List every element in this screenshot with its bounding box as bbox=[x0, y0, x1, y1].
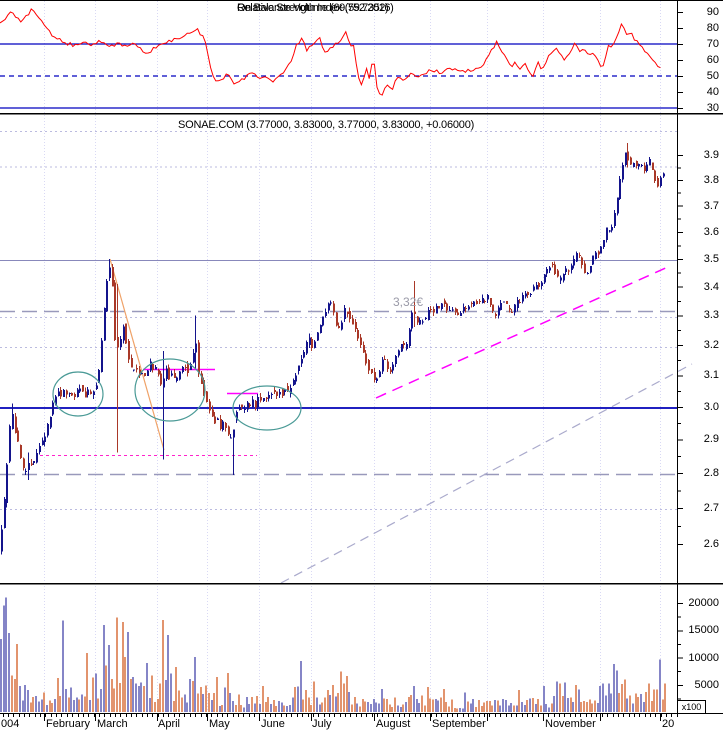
volume-axis-label: 20000 bbox=[688, 597, 719, 609]
rsi-panel-title: Relative Strength Index (59.7352) bbox=[237, 2, 389, 14]
price-axis-label: 3.5 bbox=[703, 252, 719, 265]
price-panel-title: SONAE.COM (3.77000, 3.83000, 3.77000, 3.… bbox=[176, 119, 477, 131]
x-axis-month-label: March bbox=[97, 718, 128, 730]
price-axis-label: 3.3 bbox=[703, 309, 719, 322]
price-axis-label: 2.8 bbox=[703, 467, 719, 480]
volume-bars[interactable] bbox=[0, 597, 666, 712]
price-axis-label: 2.9 bbox=[703, 433, 719, 446]
axis-ticks bbox=[3, 12, 683, 721]
x-axis-month-label: August bbox=[376, 718, 411, 730]
x-axis-month-label: June bbox=[261, 718, 285, 730]
price-target-annotation: 3,32€ bbox=[393, 295, 424, 309]
x-axis-month-label: July bbox=[312, 718, 332, 730]
x-axis-month-label: September bbox=[432, 718, 486, 730]
volume-axis-label: 10000 bbox=[688, 651, 719, 664]
trading-range-ellipse[interactable] bbox=[232, 385, 302, 431]
price-axis-label: 3.1 bbox=[703, 369, 719, 382]
price-axis-label: 2.6 bbox=[703, 538, 719, 551]
price-axis-label: 3.8 bbox=[703, 173, 719, 186]
price-axis-label: 2.7 bbox=[703, 502, 719, 515]
price-axis-label: 3.9 bbox=[703, 149, 719, 161]
rsi-line bbox=[0, 8, 661, 96]
rsi-axis-label: 40 bbox=[706, 86, 719, 98]
x-axis-month-label: April bbox=[158, 718, 181, 730]
volume-axis-label: 15000 bbox=[688, 624, 719, 637]
panel-frame bbox=[0, 0, 723, 714]
x-axis-month-label: 20 bbox=[662, 718, 675, 730]
price-axis-label: 3.7 bbox=[703, 199, 719, 212]
volume-unit-badge: x100 bbox=[677, 700, 706, 714]
trading-range-ellipse[interactable] bbox=[134, 358, 206, 422]
price-axis-label: 3.6 bbox=[703, 225, 719, 238]
price-axis-label: 3.2 bbox=[703, 338, 719, 351]
x-axis-month-label: May bbox=[209, 718, 230, 730]
rsi-axis-label: 90 bbox=[706, 6, 719, 18]
rsi-axis-label: 70 bbox=[706, 38, 719, 50]
rsi-axis-label: 80 bbox=[706, 22, 719, 34]
trading-range-ellipse[interactable] bbox=[52, 371, 104, 417]
rsi-axis-label: 50 bbox=[706, 70, 719, 82]
obv-panel-title: On Balance Volume (69,752.2016) bbox=[237, 2, 394, 14]
user-drawn-trendlines bbox=[40, 258, 693, 584]
volume-axis-label: 5000 bbox=[694, 678, 719, 691]
price-level-lines bbox=[0, 131, 677, 510]
price-axis-label: 3.4 bbox=[703, 280, 719, 293]
x-axis-month-label: 004 bbox=[1, 718, 20, 730]
annotation-ellipses[interactable] bbox=[52, 358, 302, 431]
price-candles[interactable] bbox=[1, 142, 665, 555]
rsi-guide-lines bbox=[0, 43, 677, 109]
price-axis-label: 3.0 bbox=[703, 400, 719, 413]
rsi-axis-label: 60 bbox=[706, 54, 719, 66]
rsi-axis-label: 30 bbox=[706, 102, 719, 114]
x-axis-month-label: November bbox=[545, 718, 596, 730]
x-axis-month-label: February bbox=[46, 718, 91, 730]
